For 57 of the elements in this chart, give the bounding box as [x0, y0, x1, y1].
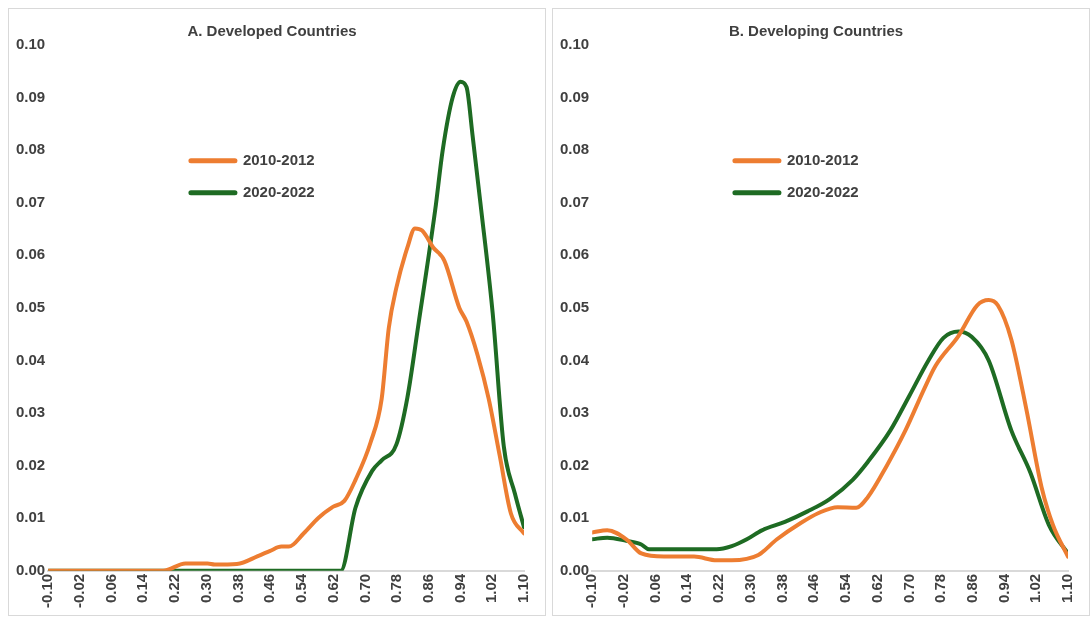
- x-tick-label: 0.30: [196, 573, 214, 604]
- x-tick-label: 0.70: [355, 573, 373, 604]
- x-tick-label: 0.78: [387, 573, 405, 604]
- x-tick-label: 0.14: [677, 573, 695, 604]
- y-tick-label: 0.09: [559, 87, 590, 105]
- legend-label: 2010-2012: [786, 150, 859, 168]
- x-tick-label: 0.14: [133, 573, 151, 604]
- y-tick-label: 0.05: [559, 298, 590, 316]
- y-tick-label: 0.01: [15, 508, 46, 526]
- x-tick-label: 0.94: [450, 573, 468, 604]
- x-tick-label: 1.10: [1058, 573, 1076, 604]
- x-tick-label: 0.22: [709, 573, 727, 604]
- legend-label: 2020-2022: [786, 182, 859, 200]
- x-tick-label: 0.06: [645, 573, 663, 604]
- chart-title: B. Developing Countries: [728, 22, 904, 40]
- y-tick-label: 0.07: [559, 192, 590, 210]
- y-tick-label: 0.08: [559, 140, 590, 158]
- x-tick-label: 0.54: [292, 573, 310, 604]
- y-tick-label: 0.10: [559, 35, 590, 53]
- x-tick-label: 0.46: [260, 573, 278, 604]
- y-tick-label: 0.06: [559, 245, 590, 263]
- y-tick-label: 0.01: [559, 508, 590, 526]
- legend-label: 2010-2012: [242, 150, 315, 168]
- x-tick-label: 0.70: [899, 573, 917, 604]
- x-tick-label: -0.02: [614, 573, 632, 609]
- chart-title: A. Developed Countries: [187, 22, 357, 40]
- x-tick-label: 0.86: [962, 573, 980, 604]
- x-tick-label: 0.38: [772, 573, 790, 604]
- y-tick-label: 0.02: [559, 455, 590, 473]
- x-tick-label: 0.30: [740, 573, 758, 604]
- x-tick-label: 1.02: [1026, 573, 1044, 604]
- line-series: [48, 226, 524, 571]
- y-tick-label: 0.06: [15, 245, 46, 263]
- y-tick-label: 0.08: [15, 140, 46, 158]
- x-tick-label: 0.22: [165, 573, 183, 604]
- x-tick-label: 1.02: [482, 573, 500, 604]
- x-tick-label: 0.62: [867, 573, 885, 604]
- x-tick-label: 0.38: [228, 573, 246, 604]
- x-tick-label: 0.46: [804, 573, 822, 604]
- x-tick-label: 0.78: [931, 573, 949, 604]
- y-tick-label: 0.04: [559, 350, 590, 368]
- x-tick-label: 0.62: [323, 573, 341, 604]
- x-tick-label: -0.02: [70, 573, 88, 609]
- y-tick-label: 0.03: [559, 403, 590, 421]
- y-tick-label: 0.02: [15, 455, 46, 473]
- x-tick-label: 1.10: [514, 573, 532, 604]
- legend-label: 2020-2022: [242, 182, 315, 200]
- x-tick-label: 0.06: [101, 573, 119, 604]
- x-tick-label: 0.94: [994, 573, 1012, 604]
- y-tick-label: 0.04: [15, 350, 46, 368]
- y-tick-label: 0.03: [15, 403, 46, 421]
- y-tick-label: 0.09: [15, 87, 46, 105]
- y-tick-label: 0.07: [15, 192, 46, 210]
- x-tick-label: 0.86: [418, 573, 436, 604]
- x-tick-label: 0.54: [836, 573, 854, 604]
- y-tick-label: 0.10: [15, 35, 46, 53]
- y-tick-label: 0.05: [15, 298, 46, 316]
